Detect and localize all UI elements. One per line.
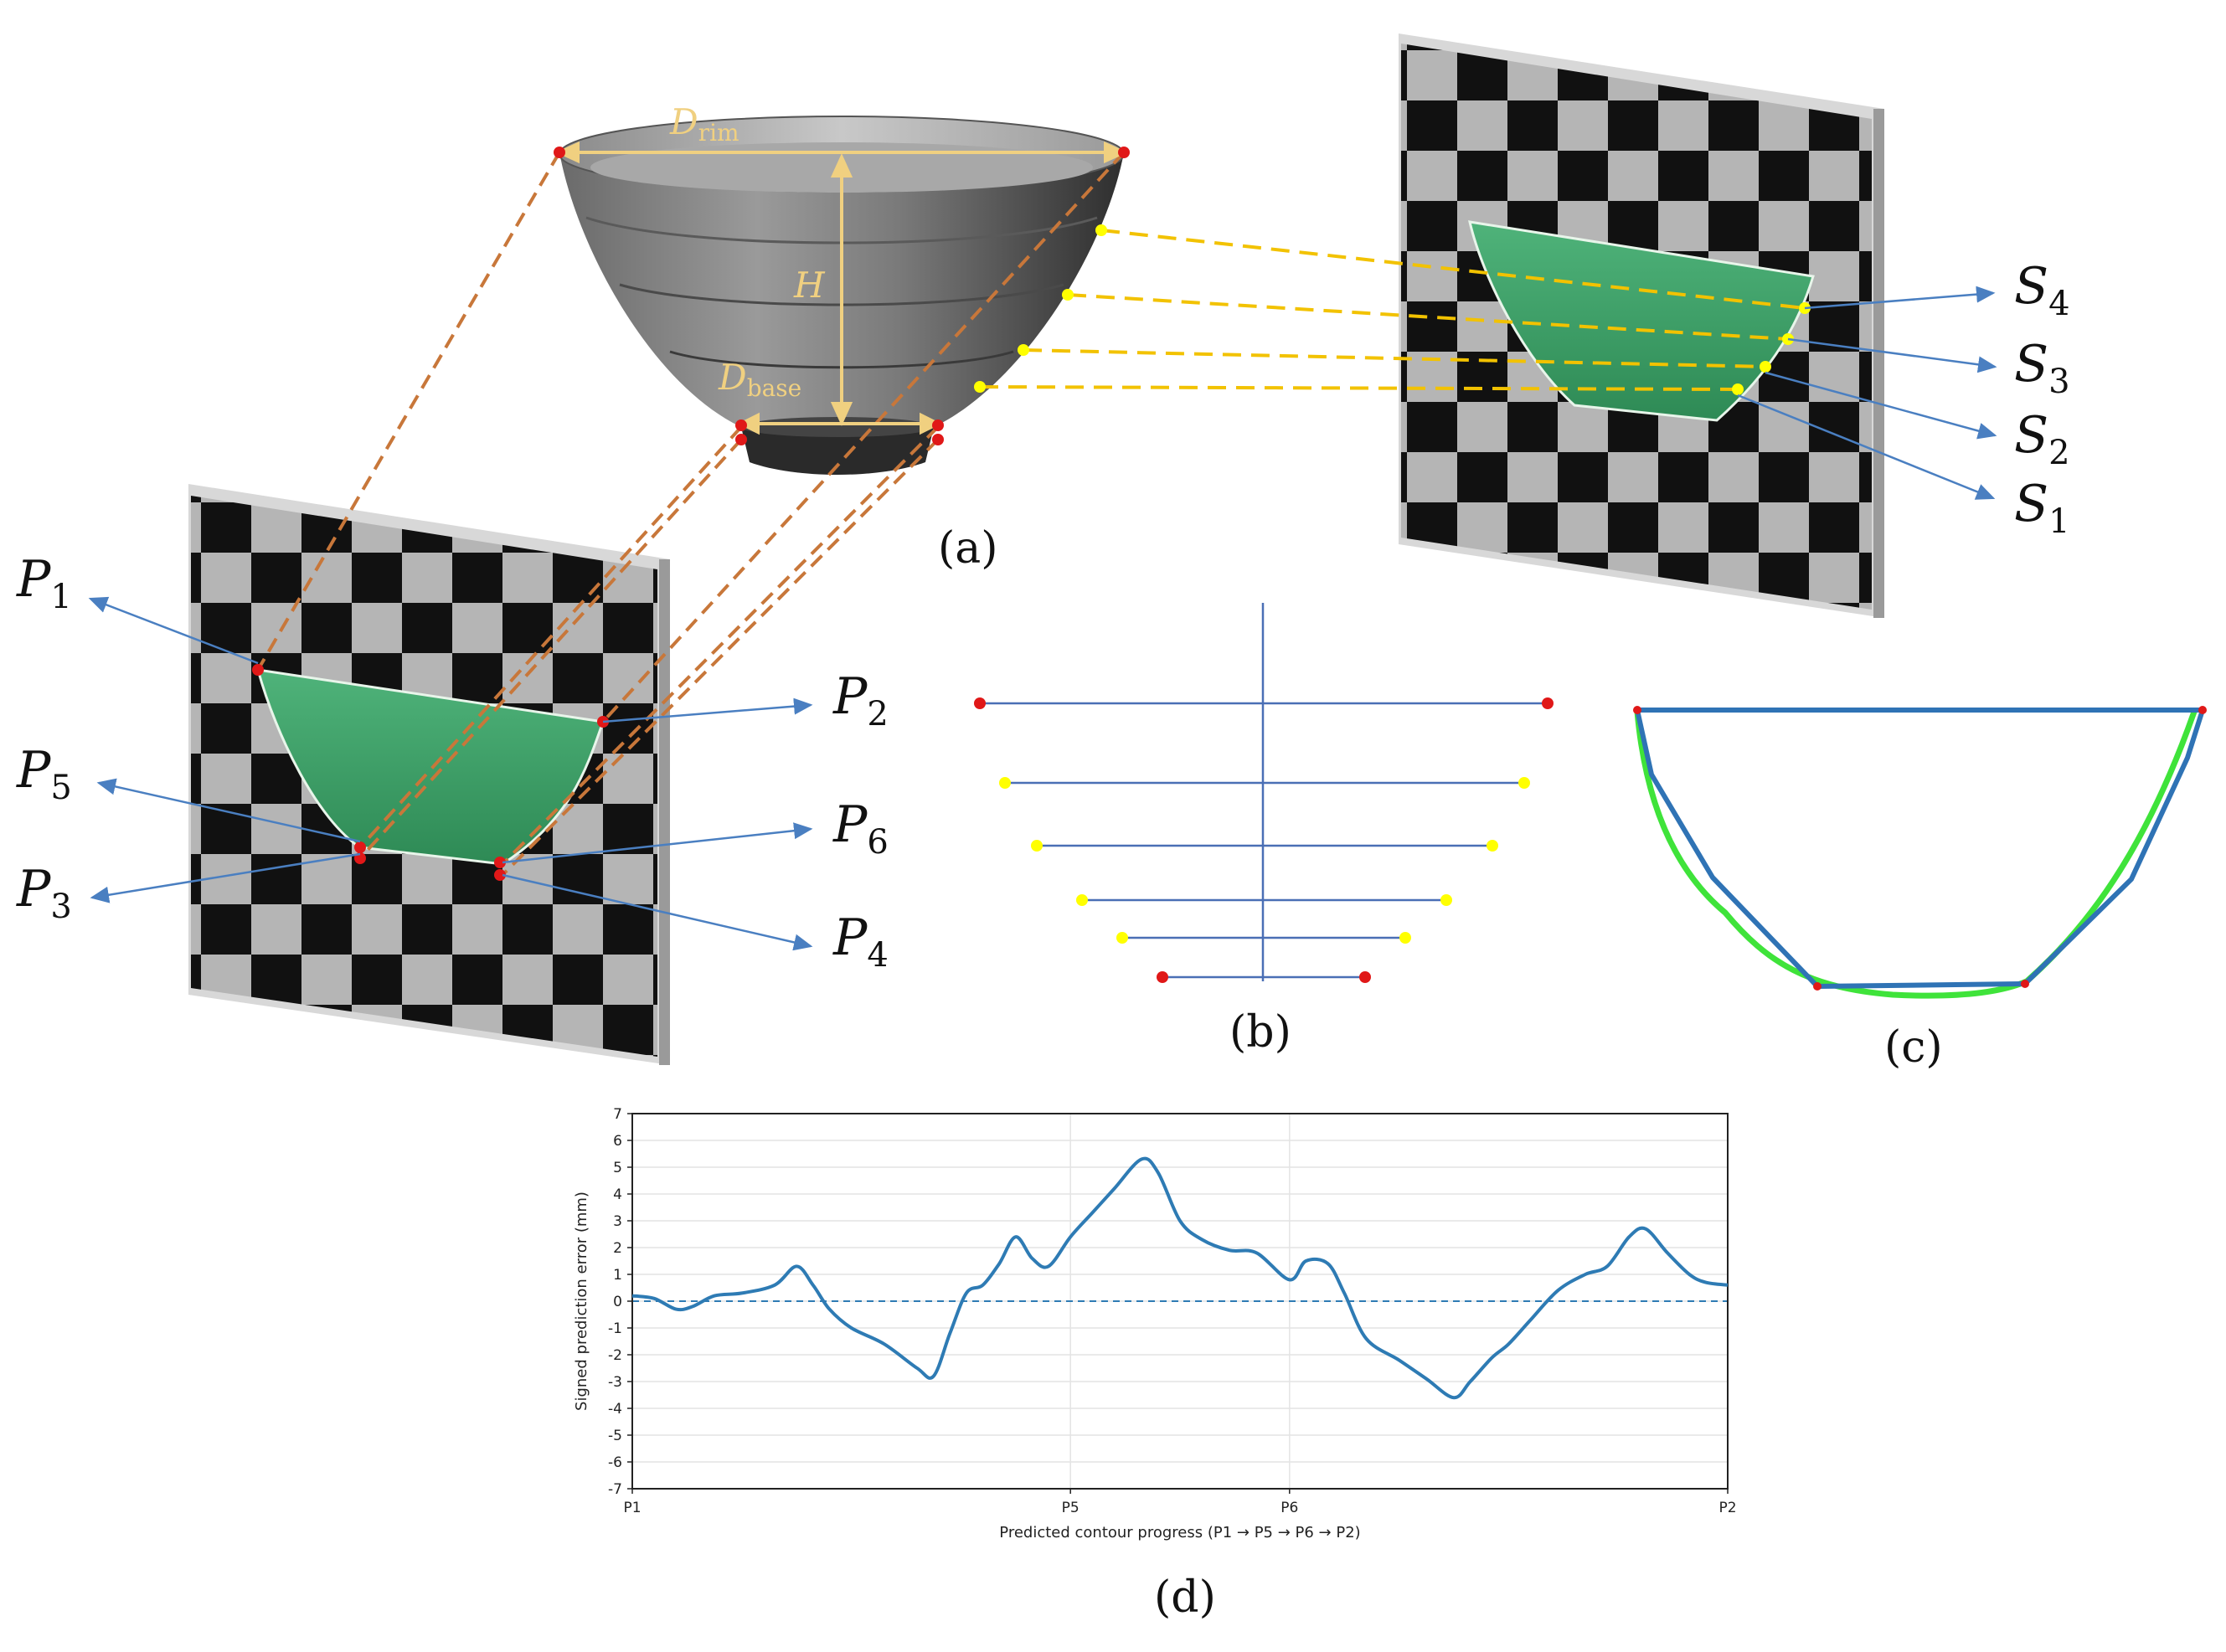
dim-rim-label: Drim <box>669 101 739 147</box>
right-point-labels: S4 S3 S2 S1 <box>2014 257 2070 541</box>
x-tick-label: P1 <box>623 1500 641 1516</box>
label-s3: S3 <box>2014 335 2070 401</box>
x-tick-label: P2 <box>1718 1500 1736 1516</box>
y-tick-label: 6 <box>613 1133 622 1150</box>
panel-a-label: (a) <box>938 523 998 574</box>
left-arrows <box>88 596 813 951</box>
right-bowl-silhouette <box>1468 220 1815 422</box>
panel-b-points <box>974 697 1554 983</box>
label-p4: P4 <box>832 908 889 975</box>
bowl-points <box>554 147 1130 445</box>
bowl-dimensions <box>555 141 1128 435</box>
y-tick-label: -6 <box>608 1454 622 1471</box>
label-p1: P1 <box>16 550 72 616</box>
panel-d-chart: 7 6 5 4 3 2 1 0 -1 -2 -3 -4 -5 -6 -7P1 P5 P6 P2 Predicted … <box>573 1106 1737 1541</box>
y-tick-label: -4 <box>608 1401 622 1418</box>
y-tick-label: -7 <box>608 1481 622 1498</box>
left-bowl-silhouette <box>255 668 605 866</box>
label-s4: S4 <box>2014 257 2070 323</box>
y-axis-label: Signed prediction error (mm) <box>573 1191 590 1411</box>
label-p3: P3 <box>16 860 72 926</box>
dim-height-label: H <box>793 265 826 306</box>
label-p6: P6 <box>832 795 889 862</box>
dim-base-label: Dbase <box>718 357 801 402</box>
right-checkerboard <box>1399 33 1884 618</box>
label-p5: P5 <box>16 741 72 807</box>
orange-projection-lines <box>256 151 1126 877</box>
y-tick-label: 5 <box>613 1160 622 1176</box>
left-checkerboard <box>188 484 670 1065</box>
y-tick-label: -1 <box>608 1320 622 1337</box>
contour-green <box>1634 710 2198 999</box>
y-tick-label: 1 <box>613 1267 622 1284</box>
yellow-projection-lines <box>979 229 1806 391</box>
x-tick-label: P5 <box>1062 1500 1080 1516</box>
y-tick-label: -3 <box>608 1374 622 1391</box>
right-arrows <box>1737 286 1997 500</box>
label-p2: P2 <box>832 667 889 733</box>
panel-c-label: (c) <box>1884 1022 1943 1073</box>
panel-a: Drim H Dbase <box>16 33 2070 1065</box>
y-tick-label: 2 <box>613 1240 622 1257</box>
y-tick-label: 4 <box>613 1186 622 1203</box>
panel-c: (c) <box>1633 706 2207 1073</box>
x-tick-label: P6 <box>1280 1500 1298 1516</box>
y-tick-label: -5 <box>608 1428 622 1444</box>
panel-d-label: (d) <box>1154 1572 1216 1623</box>
left-point-labels: P1 P2 P5 P6 P3 P4 <box>16 550 889 975</box>
label-s1: S1 <box>2014 475 2070 541</box>
y-tick-label: 0 <box>613 1294 622 1310</box>
x-axis-label: Predicted contour progress (P1 → P5 → P6… <box>999 1524 1360 1541</box>
y-tick-label: -2 <box>608 1347 622 1364</box>
y-tick-label: 3 <box>613 1213 622 1230</box>
y-tick-label: 7 <box>613 1106 622 1123</box>
panel-b-label: (b) <box>1229 1007 1291 1058</box>
label-s2: S2 <box>2014 406 2070 472</box>
error-series-line <box>631 1156 1729 1400</box>
contour-blue <box>1635 708 2205 989</box>
panel-b: (b) <box>974 603 1554 1058</box>
